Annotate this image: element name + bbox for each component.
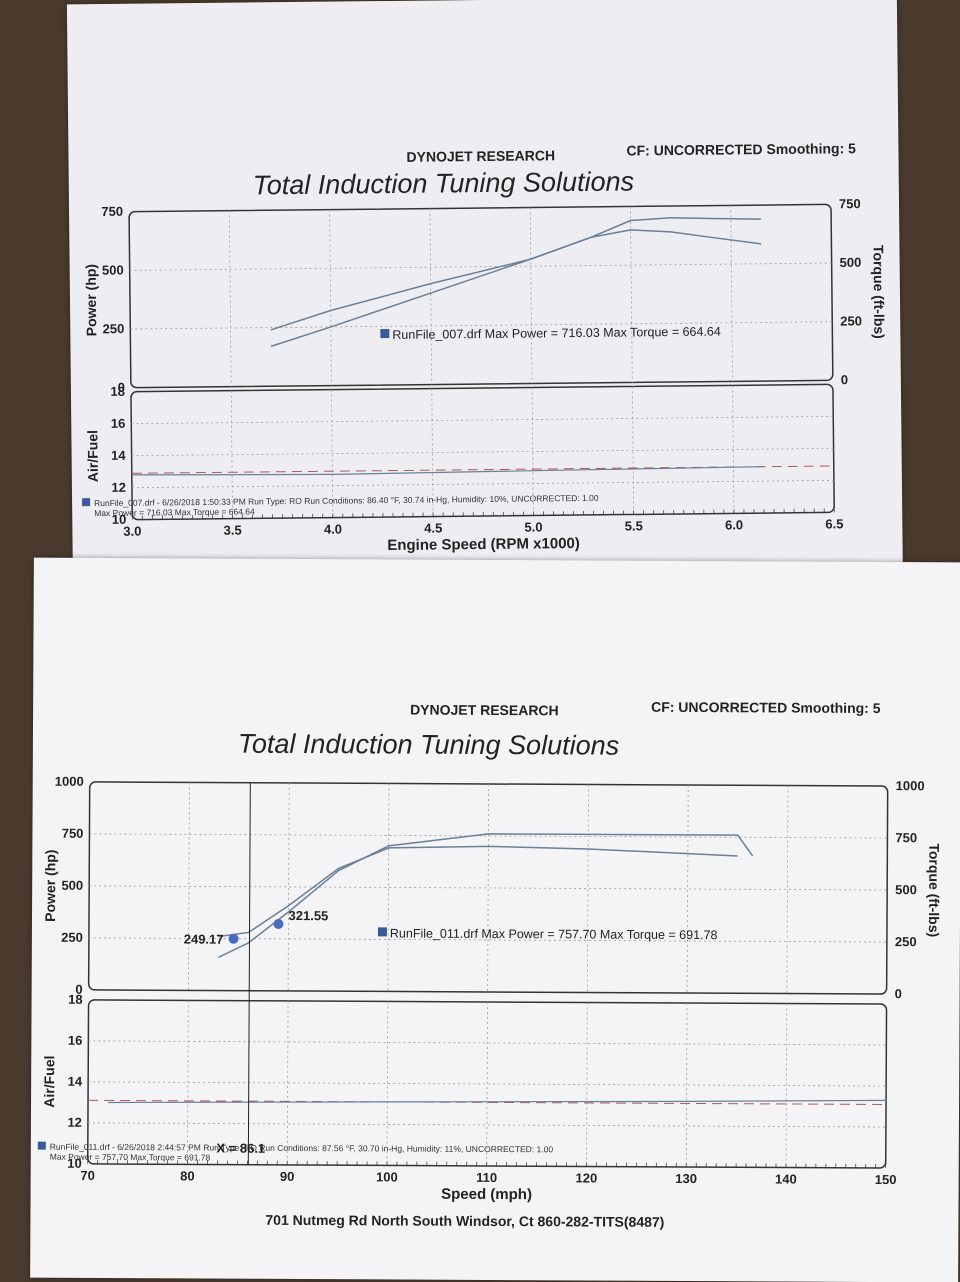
grid-line-vertical xyxy=(488,784,489,992)
afr-tick-label: 16 xyxy=(68,1033,83,1048)
y2-tick-label: 1000 xyxy=(896,778,925,793)
shop-address-footer: 701 Nutmeg Rd North South Windsor, Ct 86… xyxy=(265,1212,664,1230)
y-tick-label: 250 xyxy=(61,930,83,945)
grid-line-vertical xyxy=(388,783,389,991)
grid-line-vertical xyxy=(586,1002,587,1166)
annotation-marker xyxy=(273,919,283,929)
power-plot-frame xyxy=(89,782,888,994)
legend-swatch xyxy=(380,329,389,338)
grid-line-vertical xyxy=(786,1004,787,1168)
annotation-label: 249.17 xyxy=(184,932,224,947)
grid-line-vertical xyxy=(787,786,788,994)
legend-text: RunFile_007.drf Max Power = 716.03 Max T… xyxy=(392,325,721,342)
run-info-line-1: RunFile_007.drf - 6/26/2018 1:50:33 PM R… xyxy=(94,493,599,508)
grid-line-horizontal xyxy=(132,448,834,455)
x-tick-label: 80 xyxy=(180,1168,195,1183)
grid-line-vertical xyxy=(687,785,688,993)
x-tick-label: 150 xyxy=(875,1172,897,1187)
grid-line-vertical xyxy=(587,784,588,992)
x-tick-label: 5.0 xyxy=(524,519,542,534)
grid-line-horizontal xyxy=(130,263,832,270)
x-tick-label: 130 xyxy=(675,1171,697,1186)
y2-tick-label: 0 xyxy=(895,986,902,1001)
y-tick-label: 500 xyxy=(61,878,83,893)
afr-series-line xyxy=(132,467,764,477)
y-axis-title: Power (hp) xyxy=(83,264,100,337)
afr-tick-label: 18 xyxy=(110,384,125,399)
y2-tick-label: 250 xyxy=(895,934,917,949)
annotation-marker xyxy=(229,934,239,944)
annotation-label: 321.55 xyxy=(289,908,329,923)
grid-line-vertical xyxy=(330,210,332,386)
run-info-line-2: Max Power = 716.03 Max Torque = 664.64 xyxy=(94,506,255,518)
grid-line-vertical xyxy=(229,211,231,387)
run-info-swatch xyxy=(82,498,90,506)
x-tick-label: 70 xyxy=(80,1168,95,1183)
x-tick-label: 100 xyxy=(376,1169,398,1184)
legend-swatch xyxy=(378,927,387,936)
y-tick-label: 1000 xyxy=(55,774,84,789)
cursor-label: X = 86.1 xyxy=(216,1141,265,1156)
grid-line-vertical xyxy=(287,1001,288,1165)
grid-line-vertical xyxy=(530,208,532,384)
afr-tick-label: 16 xyxy=(111,416,126,431)
x-tick-label: 6.5 xyxy=(825,516,843,531)
y2-tick-label: 500 xyxy=(840,255,862,270)
y-tick-label: 500 xyxy=(102,262,124,277)
afr-axis-title: Air/Fuel xyxy=(84,430,101,482)
y2-tick-label: 500 xyxy=(895,882,917,897)
afr-tick-label: 14 xyxy=(111,448,126,463)
legend-text: RunFile_011.drf Max Power = 757.70 Max T… xyxy=(390,926,718,942)
grid-line-vertical xyxy=(686,1003,687,1167)
y2-tick-label: 0 xyxy=(841,372,848,387)
cursor-line xyxy=(248,783,250,1165)
power-plot-frame xyxy=(129,204,833,387)
grid-line-vertical xyxy=(487,1002,488,1166)
y2-tick-label: 250 xyxy=(840,313,862,328)
y-tick-label: 750 xyxy=(62,826,84,841)
series-line-torque xyxy=(270,229,762,330)
grid-line-vertical xyxy=(430,209,432,385)
x-tick-label: 140 xyxy=(775,1171,797,1186)
x-tick-label: 120 xyxy=(576,1170,598,1185)
grid-line-vertical xyxy=(630,206,632,382)
x-tick-label: 4.0 xyxy=(324,522,342,537)
afr-tick-label: 18 xyxy=(68,992,83,1007)
y2-tick-label: 750 xyxy=(895,830,917,845)
afr-axis-title: Air/Fuel xyxy=(41,1056,57,1108)
y-tick-label: 250 xyxy=(102,321,124,336)
x-tick-label: 110 xyxy=(476,1170,497,1185)
y2-tick-label: 750 xyxy=(839,196,861,211)
afr-tick-label: 12 xyxy=(67,1115,82,1130)
x-tick-label: 3.5 xyxy=(224,523,242,538)
grid-line-vertical xyxy=(288,783,289,991)
series-line-torque xyxy=(219,845,738,939)
grid-line-horizontal xyxy=(131,416,833,423)
run-info-swatch xyxy=(38,1142,46,1150)
afr-tick-label: 14 xyxy=(68,1074,83,1089)
run-info-line-2: Max Power = 757.70 Max Torque = 691.78 xyxy=(50,1152,211,1163)
y2-axis-title: Torque (ft-lbs) xyxy=(926,843,942,937)
y2-axis-title: Torque (ft-lbs) xyxy=(870,245,887,339)
y-axis-title: Power (hp) xyxy=(42,849,58,921)
x-axis-title: Speed (mph) xyxy=(441,1186,532,1203)
grid-line-vertical xyxy=(387,1001,388,1165)
afr-tick-label: 12 xyxy=(111,480,126,495)
x-tick-label: 90 xyxy=(280,1169,295,1184)
x-tick-label: 6.0 xyxy=(725,517,743,532)
y-tick-label: 750 xyxy=(101,204,123,219)
dyno-sheet-2: DYNOJET RESEARCH CF: UNCORRECTED Smoothi… xyxy=(30,558,960,1282)
x-axis-title: Engine Speed (RPM x1000) xyxy=(387,535,580,554)
grid-line-horizontal xyxy=(132,480,834,487)
x-tick-label: 4.5 xyxy=(424,520,442,535)
grid-line-vertical xyxy=(731,205,733,381)
dyno-sheet-1: DYNOJET RESEARCH CF: UNCORRECTED Smoothi… xyxy=(67,0,903,604)
x-tick-label: 5.5 xyxy=(625,518,643,533)
